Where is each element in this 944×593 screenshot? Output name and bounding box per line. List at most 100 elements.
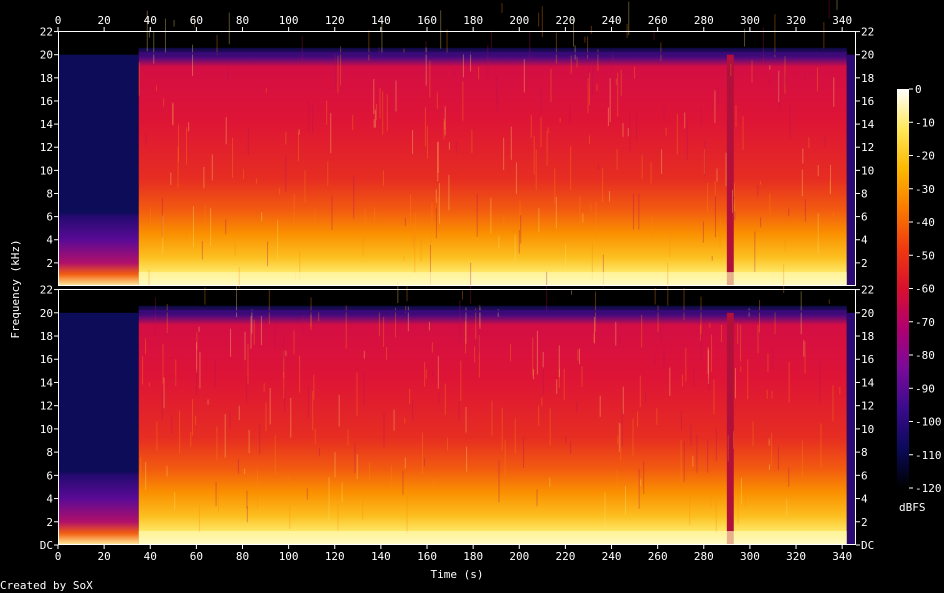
streak xyxy=(225,219,227,235)
streak xyxy=(446,29,448,54)
streak xyxy=(435,189,437,203)
streak xyxy=(733,431,735,449)
streak xyxy=(161,197,163,238)
streak xyxy=(496,76,498,113)
y-tick-label: 10 xyxy=(40,164,53,177)
streak xyxy=(437,356,439,389)
streak xyxy=(478,335,480,378)
streak xyxy=(369,462,371,480)
streak xyxy=(166,466,168,477)
streak xyxy=(362,237,364,257)
streak xyxy=(650,162,652,184)
streak xyxy=(215,481,217,506)
streak xyxy=(768,438,770,446)
streak xyxy=(438,392,440,405)
streak xyxy=(617,72,619,117)
streak xyxy=(412,400,414,421)
streak xyxy=(153,32,155,64)
streak xyxy=(155,85,157,92)
streak xyxy=(715,428,717,461)
streak xyxy=(459,300,461,343)
plot-area xyxy=(58,0,856,545)
streak xyxy=(378,47,380,54)
streak xyxy=(186,127,188,165)
streak xyxy=(435,208,437,239)
streak xyxy=(437,141,439,173)
streak xyxy=(404,418,406,424)
streak xyxy=(681,374,683,387)
streak xyxy=(423,458,425,467)
streak xyxy=(684,112,686,129)
streak xyxy=(334,52,336,90)
streak xyxy=(232,137,234,178)
streak xyxy=(162,343,164,384)
streak xyxy=(573,18,575,47)
streak xyxy=(444,120,446,130)
streak xyxy=(597,164,599,170)
streak xyxy=(833,211,835,218)
streak xyxy=(304,170,306,204)
streak xyxy=(590,203,592,211)
streak xyxy=(581,366,583,388)
streak xyxy=(520,215,522,244)
streak xyxy=(267,241,269,267)
y-tick-label: 14 xyxy=(40,118,54,131)
streak xyxy=(172,102,174,125)
y-tick-label-right: 14 xyxy=(861,376,875,389)
streak xyxy=(654,287,656,305)
streak xyxy=(337,503,339,531)
streak xyxy=(294,269,296,280)
streak xyxy=(154,297,156,335)
streak xyxy=(686,121,688,161)
streak xyxy=(700,107,702,126)
streak xyxy=(504,439,506,477)
streak xyxy=(462,53,464,78)
streak xyxy=(210,207,212,247)
streak xyxy=(430,226,432,244)
streak xyxy=(829,180,831,194)
x-tick-label: 40 xyxy=(144,550,157,563)
streak xyxy=(301,36,303,61)
streak xyxy=(251,309,253,334)
y-tick-label-right: 6 xyxy=(861,211,868,224)
streak xyxy=(565,435,567,444)
streak xyxy=(163,377,165,409)
streak xyxy=(465,406,467,433)
streak xyxy=(386,346,388,360)
x-tick-label: 320 xyxy=(786,550,806,563)
streak xyxy=(164,18,166,54)
streak xyxy=(196,332,198,350)
streak xyxy=(145,133,147,146)
streak xyxy=(680,410,682,431)
streak xyxy=(409,194,411,229)
colorbar-ticks: 0 -10 -20 -30 -40 -50 -60 -70 -80 -90 -100 -110 -120 xyxy=(909,83,942,495)
streak xyxy=(733,203,735,216)
streak xyxy=(727,435,729,462)
streak xyxy=(235,285,237,318)
streak xyxy=(627,128,629,137)
streak xyxy=(373,207,375,223)
streak xyxy=(238,405,240,421)
streak xyxy=(429,244,431,286)
streak xyxy=(641,314,643,348)
streak xyxy=(663,346,665,370)
streak xyxy=(204,205,206,234)
x-tick-label: 160 xyxy=(417,550,437,563)
y-tick-label: DC xyxy=(40,539,53,552)
streak xyxy=(299,250,301,280)
x-tick-label: 180 xyxy=(463,550,483,563)
streak xyxy=(700,296,702,334)
segment-quiet-intro xyxy=(58,54,139,286)
streak xyxy=(515,162,517,194)
streak xyxy=(201,241,203,260)
streak xyxy=(540,84,542,114)
streak xyxy=(478,327,480,353)
streak xyxy=(670,225,672,238)
streak xyxy=(383,170,385,186)
streak xyxy=(462,81,464,121)
y-tick-label: 16 xyxy=(40,353,53,366)
streak xyxy=(766,389,768,399)
streak xyxy=(638,468,640,509)
x-tick-label-top: 160 xyxy=(417,14,437,27)
streak xyxy=(353,175,355,219)
